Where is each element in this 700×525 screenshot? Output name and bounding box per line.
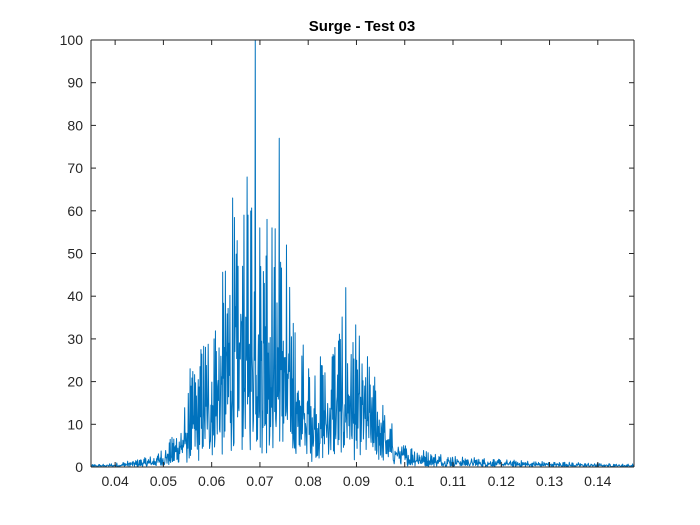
y-tick-label: 40 (67, 288, 83, 304)
y-tick-label: 90 (67, 75, 83, 91)
x-tick-label: 0.06 (198, 473, 225, 489)
x-tick-label: 0.13 (536, 473, 563, 489)
y-tick-label: 10 (67, 416, 83, 432)
x-tick-label: 0.14 (584, 473, 611, 489)
x-tick-label: 0.1 (395, 473, 415, 489)
y-tick-label: 20 (67, 374, 83, 390)
x-tick-label: 0.11 (440, 473, 466, 489)
y-tick-label: 0 (75, 459, 83, 475)
y-ticks: 0 10 20 30 40 50 60 70 80 90 100 (60, 32, 634, 475)
chart-title: Surge - Test 03 (309, 18, 415, 35)
x-ticks: 0.04 0.05 0.06 0.07 0.08 0.09 0.1 0.11 0.12 0.13 0… (102, 40, 612, 489)
y-tick-label: 80 (67, 117, 83, 133)
x-tick-label: 0.08 (295, 473, 322, 489)
y-tick-label: 60 (67, 203, 83, 219)
y-tick-label: 50 (67, 246, 83, 262)
data-layer (90, 39, 635, 468)
x-tick-label: 0.12 (488, 473, 515, 489)
y-tick-label: 100 (60, 32, 84, 48)
y-tick-label: 30 (67, 331, 83, 347)
y-tick-label: 70 (67, 160, 83, 176)
series-line-surge (90, 39, 635, 468)
x-tick-label: 0.04 (102, 473, 129, 489)
x-tick-label: 0.05 (150, 473, 177, 489)
x-tick-label: 0.07 (246, 473, 273, 489)
x-tick-label: 0.09 (343, 473, 370, 489)
